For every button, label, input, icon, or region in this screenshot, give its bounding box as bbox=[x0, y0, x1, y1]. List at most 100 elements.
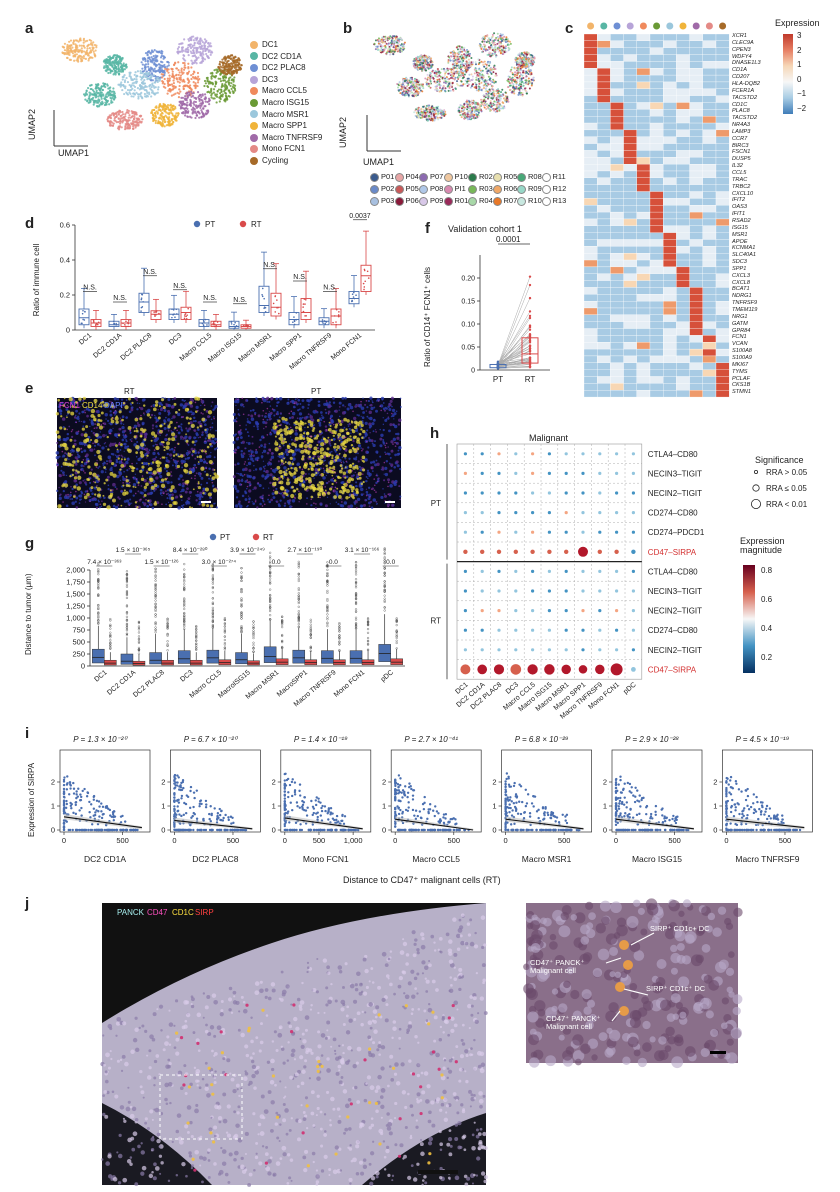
legend-item: R05 bbox=[492, 172, 517, 182]
legend-item: P10 bbox=[443, 172, 468, 182]
legend-item: Macro CCL5 bbox=[250, 86, 307, 95]
y-tick: 0 bbox=[603, 826, 607, 835]
subplot-title: Macro CCL5 bbox=[412, 854, 460, 864]
gene-label: MSR1 bbox=[732, 231, 748, 238]
sig-legend-label: RRA < 0.01 bbox=[766, 500, 808, 509]
paired-plot-f: 0 0.05 0.10 0.15 0.20 PT RT bbox=[461, 243, 550, 384]
annotation-arrow bbox=[605, 957, 622, 964]
interaction-dot bbox=[496, 549, 502, 554]
interaction-dot bbox=[493, 664, 505, 675]
interaction-dot bbox=[564, 569, 568, 573]
gene-label: MKI67 bbox=[732, 361, 749, 368]
annotation-arrow bbox=[630, 932, 655, 946]
umap-b-plot bbox=[373, 32, 536, 122]
gene-label: PLAC8 bbox=[732, 108, 750, 115]
legend-swatch bbox=[541, 184, 551, 194]
x-tick: 0 bbox=[614, 836, 618, 845]
y-tick: 0 bbox=[272, 826, 276, 835]
interaction-dot bbox=[497, 569, 501, 573]
gene-label: IL32 bbox=[732, 163, 743, 170]
legend-label: P03 bbox=[381, 196, 395, 205]
panel-h: h Malignant PT RT CTLA4–CD80 NECIN3–TIGIT NE… bbox=[425, 420, 840, 721]
interaction-dot bbox=[514, 530, 518, 534]
legend-item: R13 bbox=[541, 196, 566, 206]
group-pt: PT bbox=[431, 499, 441, 508]
legend-item: P09 bbox=[419, 196, 443, 206]
legend-label: DC2 PLAC8 bbox=[262, 63, 306, 73]
f-ylabel: Ratio of CD14⁺ FCN1⁺ cells bbox=[423, 266, 432, 367]
legend-label: R11 bbox=[552, 172, 566, 181]
interaction-dot bbox=[564, 648, 568, 652]
panel-f: f Validation cohort 1 0.0001 0 0.05 0.10 0.… bbox=[420, 215, 570, 390]
fit-line bbox=[284, 817, 363, 830]
panel-j: j PANCK CD47 CD1C SIRP SIRP⁺ CD1c+ DC CD… bbox=[0, 895, 840, 1192]
interaction-dot bbox=[598, 609, 602, 613]
colorbar-tick: −1 bbox=[797, 89, 807, 98]
box bbox=[177, 650, 191, 664]
y-tick: 1,250 bbox=[66, 602, 85, 611]
gene-label: TRBC2 bbox=[732, 183, 751, 190]
interaction-dot bbox=[547, 471, 551, 475]
interaction-dot bbox=[631, 491, 635, 495]
box bbox=[206, 649, 220, 664]
interaction-dot bbox=[581, 471, 585, 475]
panel-label: i bbox=[25, 725, 30, 742]
scatter-i: P = 1.3 × 10⁻²⁰ 0 1 2 0 500 DC2 CD1A P = 6.7 × … bbox=[51, 735, 813, 864]
significance-label: N.S. bbox=[143, 269, 157, 276]
stain-label-dapi: DAPI bbox=[104, 401, 123, 410]
legend-label: P09 bbox=[430, 196, 444, 205]
interaction-dot bbox=[547, 648, 551, 652]
legend-swatch bbox=[492, 184, 502, 194]
legend-swatch bbox=[370, 184, 379, 194]
colorbar-tick: 1 bbox=[797, 60, 802, 69]
gene-label: TRAC bbox=[732, 176, 748, 183]
legend-swatch bbox=[492, 196, 502, 206]
legend-item: R11 bbox=[541, 172, 566, 182]
i-ylabel: Expression of SIRPA bbox=[27, 762, 36, 837]
legend-item: P01 bbox=[370, 172, 394, 182]
box bbox=[120, 653, 134, 665]
scatter-subplot: P = 6.8 × 10⁻²⁹ 0 1 2 0 500 Macro MSR1 bbox=[492, 735, 592, 864]
interaction-dot bbox=[514, 648, 518, 652]
colorbar-tick: 0 bbox=[797, 74, 802, 84]
legend-label: P10 bbox=[454, 172, 468, 181]
x-tick: 500 bbox=[313, 836, 326, 845]
x-tick: PT bbox=[493, 375, 503, 384]
box-rt bbox=[521, 337, 539, 364]
interaction-dot bbox=[598, 569, 602, 573]
if-cells bbox=[55, 396, 219, 510]
legend-item: P03 bbox=[370, 196, 394, 206]
interaction-dot bbox=[531, 628, 535, 632]
h-title: Malignant bbox=[529, 433, 569, 443]
panel-label: j bbox=[25, 895, 30, 912]
y-tick: 0 bbox=[471, 368, 475, 375]
y-tick: 1,500 bbox=[66, 590, 85, 599]
interaction-dot bbox=[564, 491, 568, 495]
interaction-dot bbox=[531, 589, 535, 593]
gene-label: CPEN3 bbox=[732, 46, 751, 53]
sig-legend-label: RRA ≤ 0.05 bbox=[766, 484, 807, 493]
e-title-right: PT bbox=[311, 387, 322, 396]
pvalue-label: P = 2.7 × 10⁻⁴¹ bbox=[404, 735, 458, 744]
legend-pt-swatch bbox=[193, 220, 201, 228]
subplot-title: DC2 CD1A bbox=[84, 854, 126, 864]
interaction-dot bbox=[581, 452, 585, 456]
y-tick: 2,000 bbox=[66, 566, 85, 575]
pvalue-label: P = 2.9 × 10⁻²⁸ bbox=[625, 735, 679, 744]
if-image-j-main bbox=[100, 903, 628, 1187]
legend-swatch bbox=[394, 172, 404, 182]
scatter-subplot: P = 1.3 × 10⁻²⁰ 0 1 2 0 500 DC2 CD1A bbox=[51, 735, 151, 864]
gene-label: IFIT1 bbox=[732, 211, 746, 218]
interaction-dot bbox=[547, 511, 551, 515]
gene-label: FCER1A bbox=[732, 87, 755, 94]
panel-d: d 0 0.2 0.4 0.6 PT RT N.S. DC1 N.S. DC2 CD1A N.S. D… bbox=[0, 213, 400, 385]
cluster-dot bbox=[666, 22, 674, 30]
y-tick: 2 bbox=[492, 778, 496, 787]
y-tick: 2 bbox=[382, 778, 386, 787]
cluster-dot bbox=[679, 22, 687, 30]
y-tick: 0.2 bbox=[60, 291, 70, 300]
y-tick: 1 bbox=[713, 802, 717, 811]
interaction-dot bbox=[615, 471, 619, 475]
box bbox=[275, 658, 289, 665]
interaction-dot bbox=[463, 569, 467, 573]
